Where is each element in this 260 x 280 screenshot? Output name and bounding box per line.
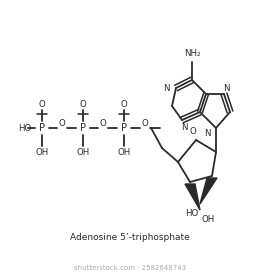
Text: shutterstock.com · 2582648743: shutterstock.com · 2582648743 xyxy=(74,265,186,271)
Text: O: O xyxy=(39,99,45,109)
Text: O: O xyxy=(142,118,148,127)
Text: OH: OH xyxy=(202,216,214,225)
Text: P: P xyxy=(39,123,45,133)
Text: N: N xyxy=(164,83,170,92)
Text: OH: OH xyxy=(35,148,49,157)
Text: O: O xyxy=(80,99,86,109)
Text: Adenosine 5’-triphosphate: Adenosine 5’-triphosphate xyxy=(70,234,190,242)
Text: O: O xyxy=(100,118,106,127)
Text: OH: OH xyxy=(76,148,90,157)
Polygon shape xyxy=(185,184,200,210)
Text: P: P xyxy=(121,123,127,133)
Text: N: N xyxy=(205,129,211,137)
Text: N: N xyxy=(181,123,187,132)
Text: NH₂: NH₂ xyxy=(184,48,200,57)
Text: OH: OH xyxy=(117,148,131,157)
Text: P: P xyxy=(80,123,86,133)
Text: N: N xyxy=(223,83,229,92)
Text: O: O xyxy=(190,127,196,136)
Text: O: O xyxy=(121,99,127,109)
Polygon shape xyxy=(200,178,217,204)
Text: HO: HO xyxy=(185,209,199,218)
Text: O: O xyxy=(58,118,65,127)
Text: HO: HO xyxy=(18,123,31,132)
